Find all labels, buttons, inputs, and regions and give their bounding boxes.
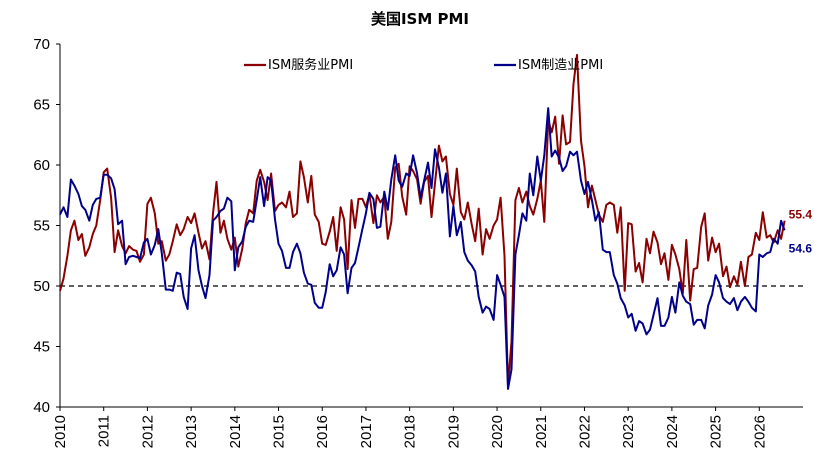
legend: ISM服务业PMI ISM制造业PMI	[244, 57, 603, 73]
x-tick-label: 2018	[402, 415, 419, 448]
x-tick-label: 2026	[751, 415, 768, 448]
x-tick-label: 2020	[489, 415, 506, 448]
legend-item-manufacturing: ISM制造业PMI	[494, 58, 603, 73]
x-tick-label: 2017	[358, 415, 375, 448]
y-tick-label: 40	[33, 399, 50, 416]
legend-label-manufacturing: ISM制造业PMI	[518, 58, 603, 73]
y-ticks: 40 45 50 55 60 65 70	[33, 36, 60, 416]
series-group	[59, 53, 786, 390]
x-tick-label: 2021	[533, 415, 550, 448]
x-tick-label: 2024	[664, 415, 681, 448]
legend-item-services: ISM服务业PMI	[244, 57, 353, 73]
y-tick-label: 45	[33, 339, 50, 356]
x-tick-label: 2025	[708, 415, 725, 448]
x-tick-label: 2016	[314, 415, 331, 448]
end-label-services: 55.4	[789, 208, 813, 222]
x-tick-label: 2014	[227, 415, 244, 448]
x-tick-label: 2012	[139, 415, 156, 448]
x-tick-label: 2010	[52, 415, 69, 448]
end-label-manufacturing: 54.6	[789, 241, 813, 255]
series-line-manufacturing	[59, 107, 786, 390]
chart-title: 美国ISM PMI	[371, 10, 469, 28]
x-tick-label: 2013	[183, 415, 200, 448]
x-ticks: 2010 2011 2012 2013 2014 2015 2016 2017 2018 2019…	[52, 407, 768, 448]
x-tick-label: 2011	[96, 415, 113, 447]
y-tick-label: 65	[33, 97, 50, 114]
y-tick-label: 50	[33, 278, 50, 295]
legend-label-services: ISM服务业PMI	[268, 57, 353, 73]
x-tick-label: 2022	[576, 415, 593, 448]
y-tick-label: 60	[33, 157, 50, 174]
series-line-services	[59, 53, 786, 387]
x-tick-label: 2023	[620, 415, 637, 448]
y-tick-label: 55	[33, 218, 50, 235]
x-tick-label: 2019	[445, 415, 462, 448]
x-tick-label: 2015	[271, 415, 288, 448]
y-tick-label: 70	[33, 36, 50, 53]
end-labels: 55.4 54.6	[789, 208, 813, 256]
